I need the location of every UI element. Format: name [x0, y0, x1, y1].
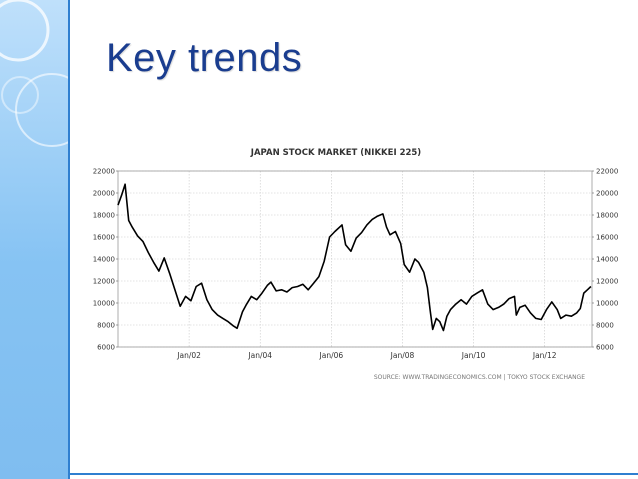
slide-title: Key trends [106, 36, 303, 80]
x-tick-label: Jan/12 [532, 351, 557, 360]
y-tick-label-left: 12000 [93, 278, 115, 286]
y-tick-label-left: 6000 [97, 344, 115, 352]
y-tick-label-left: 18000 [93, 212, 115, 220]
y-tick-label-right: 22000 [596, 168, 618, 176]
chart-source-note: SOURCE: WWW.TRADINGECONOMICS.COM | TOKYO… [374, 374, 585, 381]
decorative-side-panel [0, 0, 70, 479]
series-line [117, 183, 592, 332]
y-tick-label-right: 18000 [596, 212, 618, 220]
y-tick-label-right: 16000 [596, 234, 618, 242]
y-tick-label-right: 12000 [596, 278, 618, 286]
y-tick-label-left: 14000 [93, 256, 115, 264]
chart-title: JAPAN STOCK MARKET (NIKKEI 225) [250, 148, 422, 158]
y-tick-label-left: 16000 [93, 234, 115, 242]
y-tick-label-left: 20000 [93, 190, 115, 198]
y-tick-label-left: 8000 [97, 322, 115, 330]
chart-container: JAPAN STOCK MARKET (NIKKEI 225) 6000 6000… [70, 138, 638, 388]
y-tick-label-right: 20000 [596, 190, 618, 198]
bottom-divider-line [70, 473, 638, 475]
x-tick-label: Jan/10 [461, 351, 486, 360]
y-tick-label-right: 14000 [596, 256, 618, 264]
y-tick-label-left: 22000 [93, 168, 115, 176]
chart-grid [118, 170, 592, 348]
chart-series [117, 183, 592, 332]
nikkei-line-chart: JAPAN STOCK MARKET (NIKKEI 225) 6000 6000… [93, 148, 619, 381]
x-tick-label: Jan/02 [176, 351, 201, 360]
x-tick-label: Jan/04 [247, 351, 272, 360]
y-tick-label-left: 10000 [93, 300, 115, 308]
y-tick-label-right: 8000 [596, 322, 614, 330]
y-tick-label-right: 6000 [596, 344, 614, 352]
y-tick-label-right: 10000 [596, 300, 618, 308]
x-tick-label: Jan/08 [390, 351, 415, 360]
x-tick-label: Jan/06 [319, 351, 344, 360]
decorative-rings-graphic [0, 0, 68, 147]
chart-axes: 6000 6000 8000 8000 10000 10000 12000 12000 1400… [93, 168, 619, 361]
